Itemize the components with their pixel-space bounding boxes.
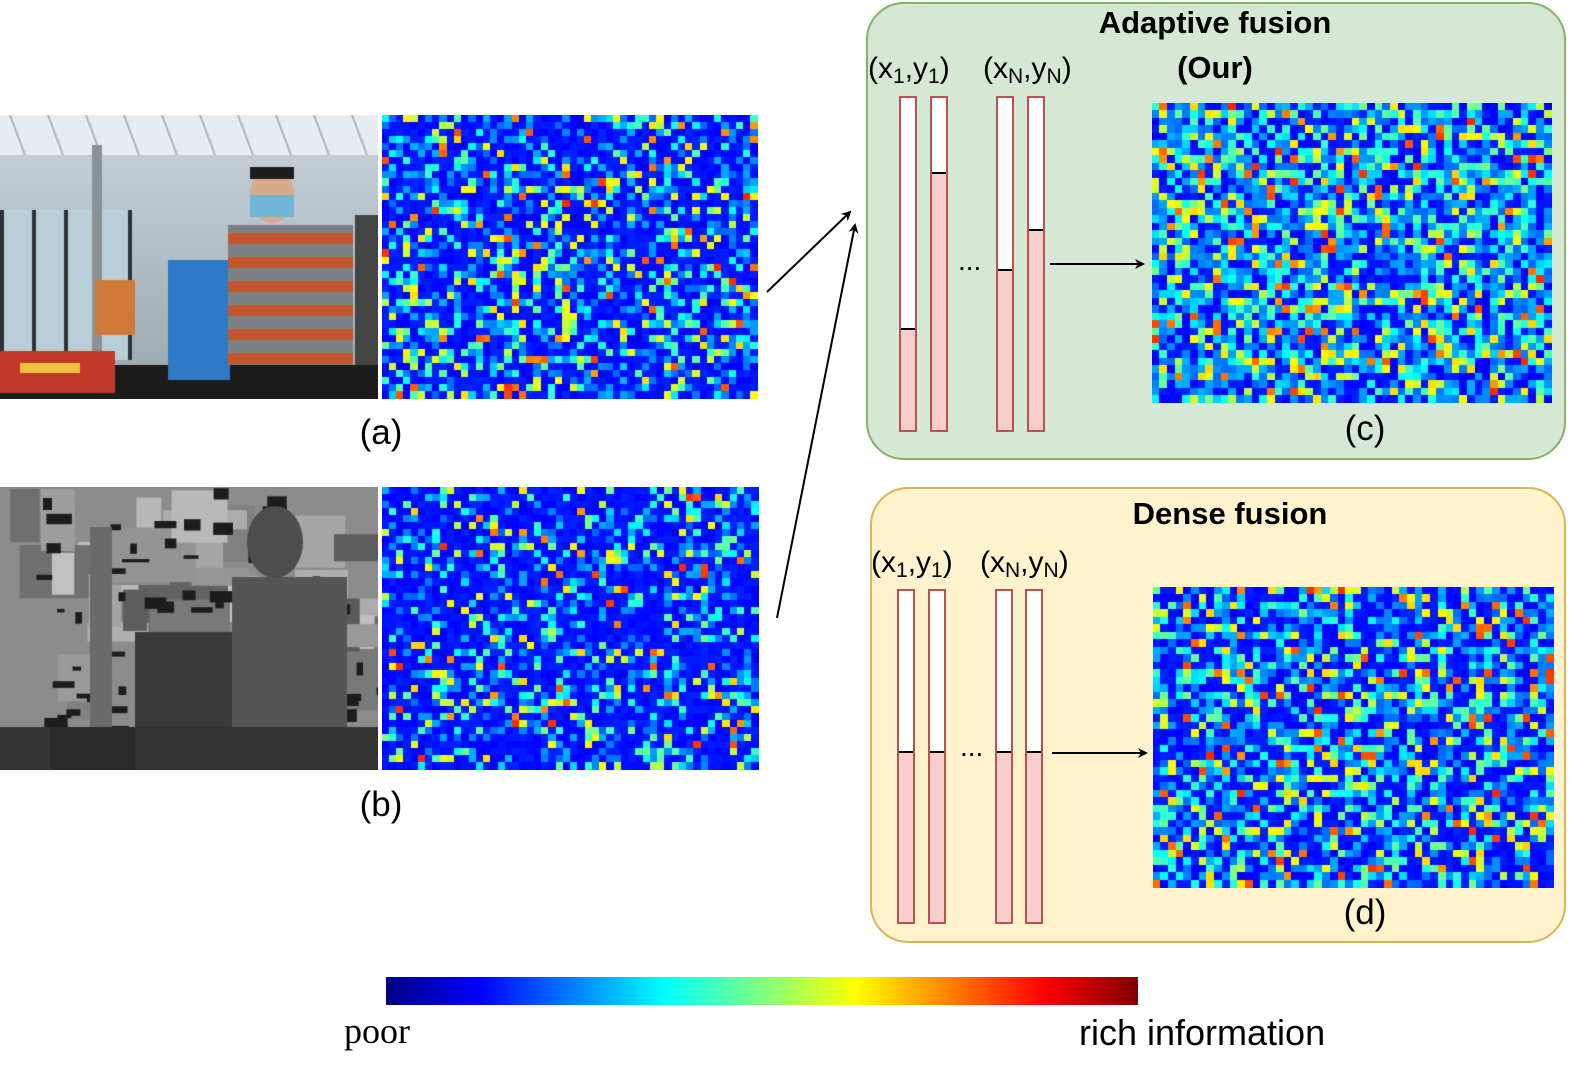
adaptive-fused-heatmap [1152,103,1552,403]
weight-bar-dense-1 [897,589,915,924]
coord-last-adaptive: (xN,yN) [983,52,1072,88]
weight-fill [1027,751,1041,922]
coord-first-dense: (x1,y1) [871,546,953,582]
depth-feature-heatmap [382,487,759,770]
caption-d: (d) [1343,893,1387,932]
adaptive-fusion-subtitle: (Our) [1177,50,1253,85]
weight-fill [930,751,944,922]
weight-bar-dense-n-minus-1 [995,589,1013,924]
depth-image [0,487,378,770]
weight-fill [1029,228,1043,430]
rgb-feature-heatmap [382,115,758,399]
weight-bar-adaptive-n-minus-1 [996,96,1014,432]
weight-fill [932,172,946,430]
weight-bar-dense-n [1025,589,1043,924]
coord-first-adaptive: (x1,y1) [868,52,950,88]
weight-fill [998,268,1012,430]
information-colorbar [386,977,1138,1005]
coord-last-dense: (xN,yN) [980,546,1069,582]
weight-fill [997,751,1011,922]
rgb-image [0,115,378,399]
dense-fusion-title: Dense fusion [1132,496,1328,531]
weight-bar-adaptive-n [1027,96,1045,432]
weight-bar-dense-2 [928,589,946,924]
colorbar-low-label: poor [344,1011,410,1051]
arrow-rgb-to-fusion [766,210,852,293]
caption-b: (b) [359,785,403,824]
arrow-depth-to-fusion [776,223,859,619]
caption-c: (c) [1344,409,1386,448]
weight-bar-adaptive-1 [899,96,917,432]
weight-bar-adaptive-2 [930,96,948,432]
weight-fill [899,751,913,922]
adaptive-fusion-title: Adaptive fusion [1098,5,1332,40]
colorbar-high-label: rich information [1079,1012,1326,1053]
caption-a: (a) [359,413,403,452]
dense-fused-heatmap [1153,587,1554,888]
ellipsis-dense: ... [960,731,984,762]
ellipsis-adaptive: ... [958,245,982,276]
weight-fill [901,328,915,430]
